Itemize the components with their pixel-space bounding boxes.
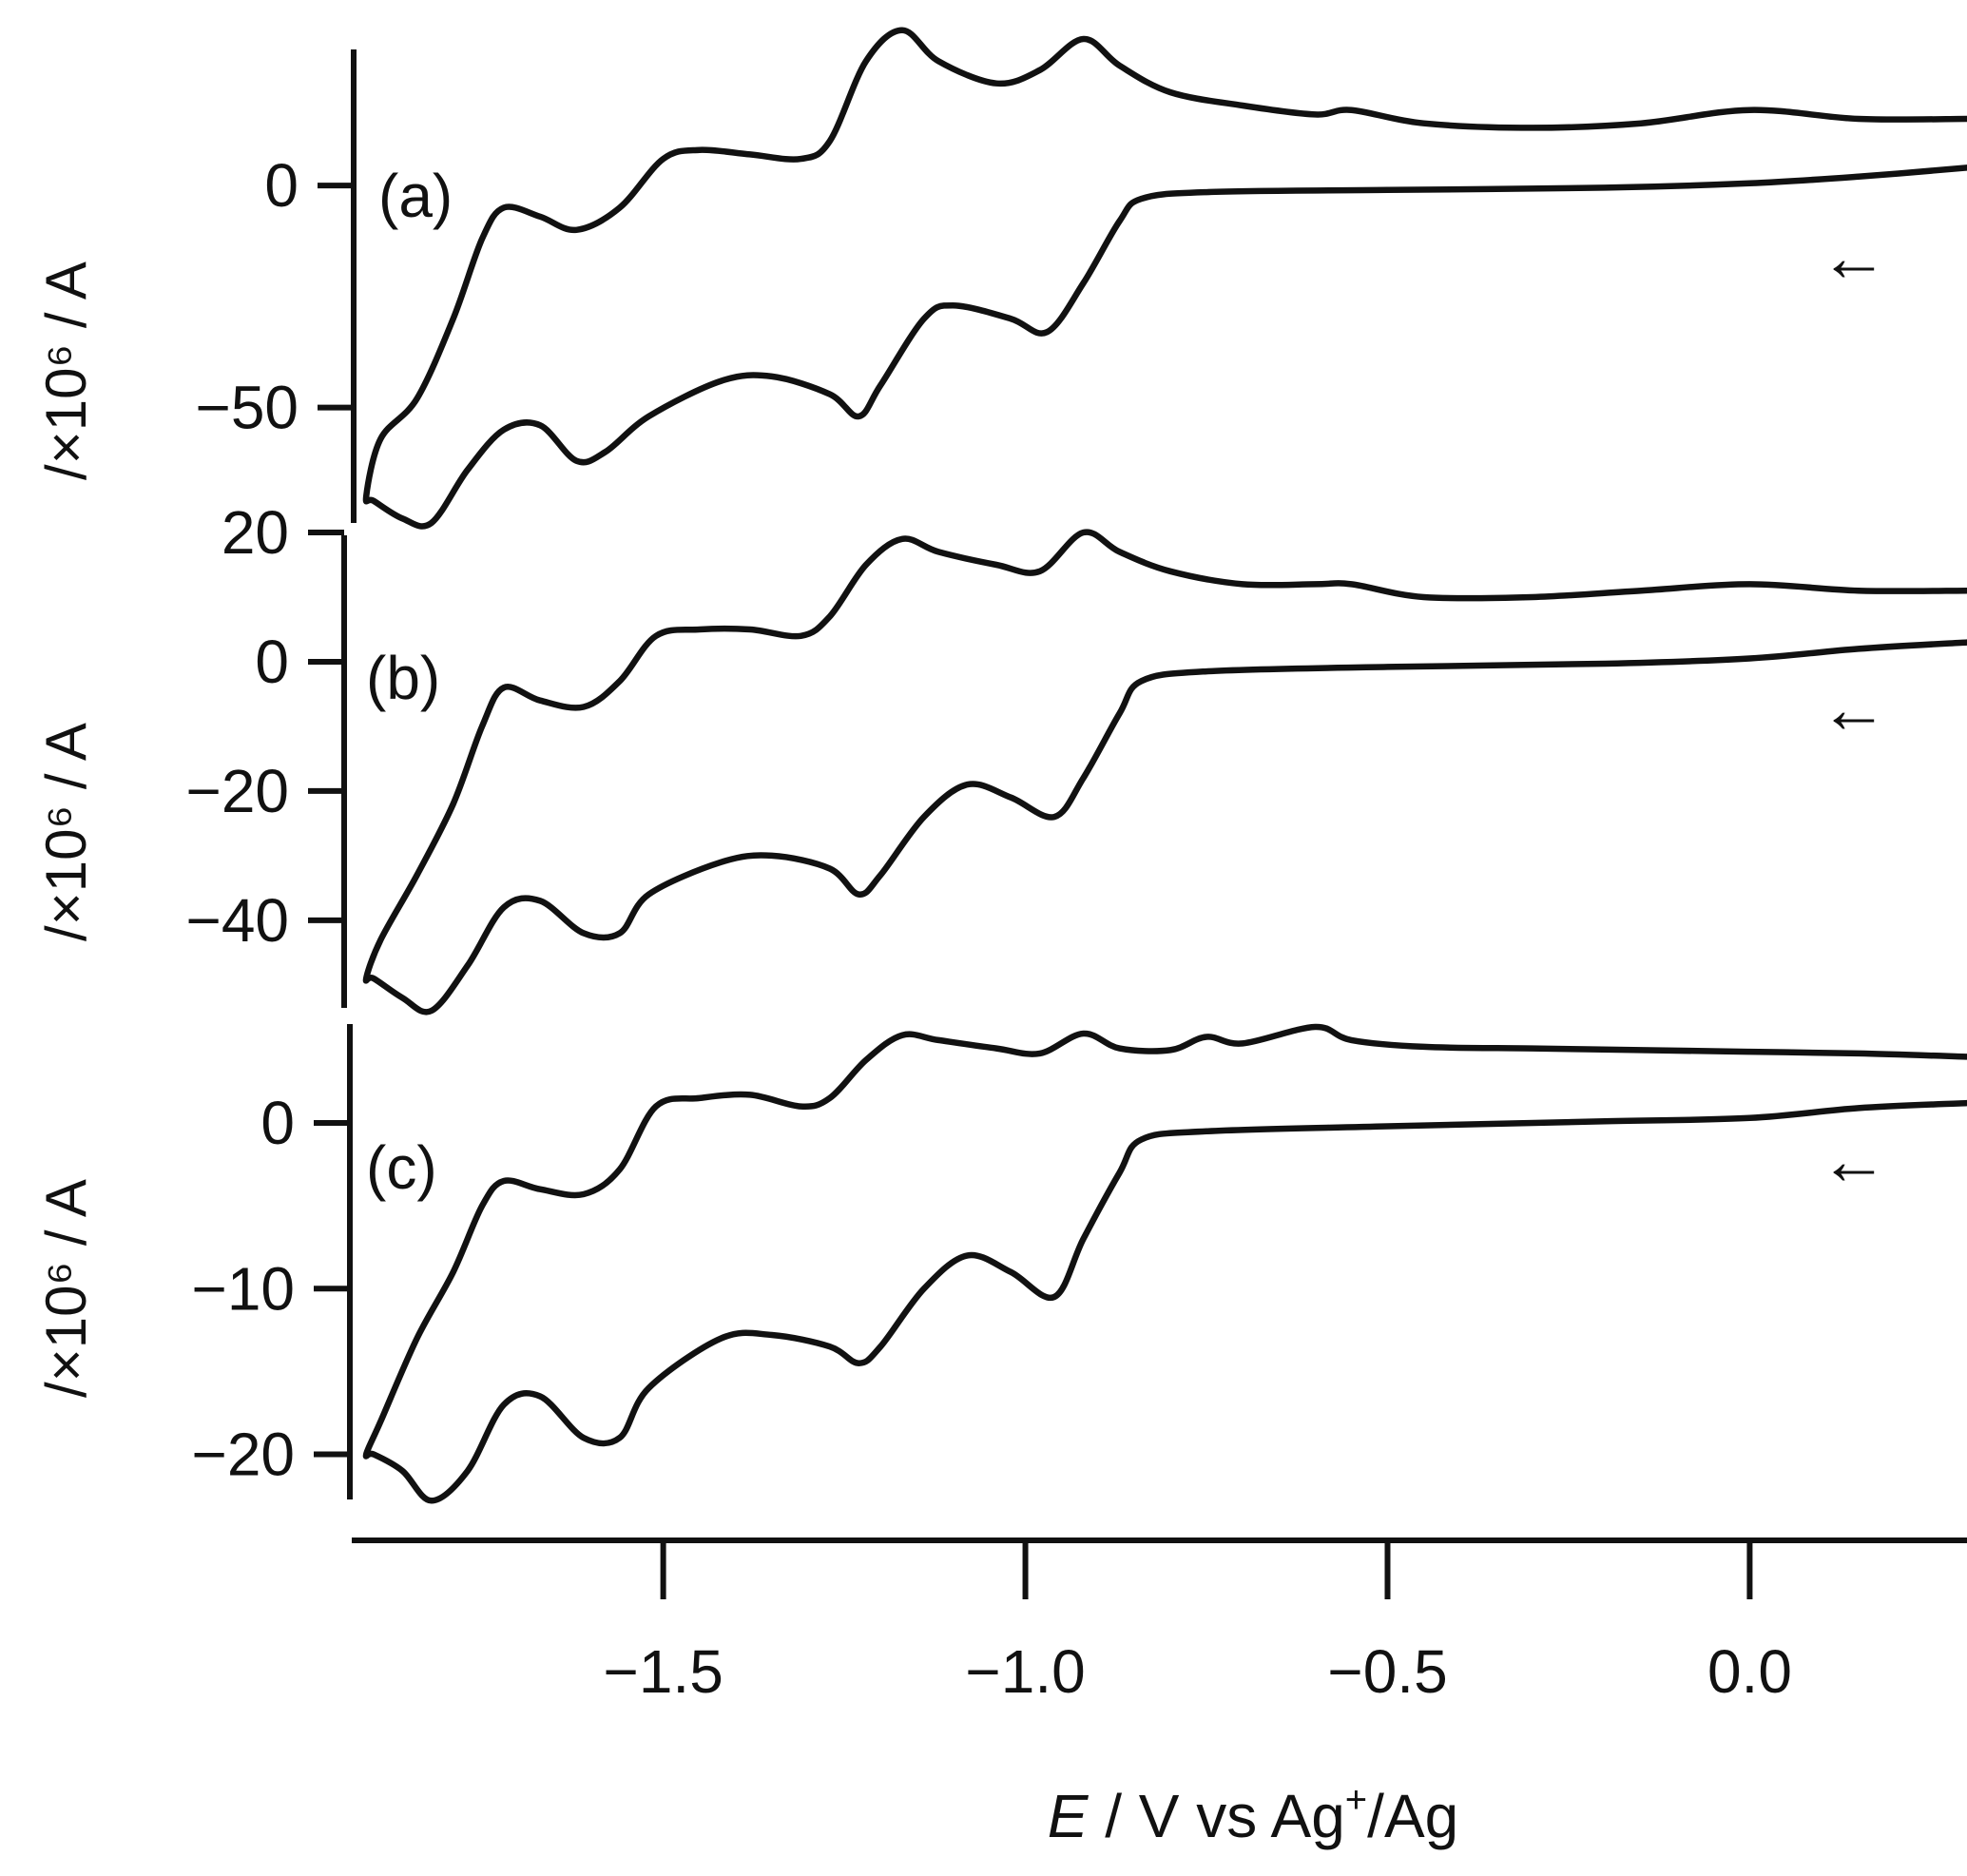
y-tick-label-a: 0 (264, 151, 299, 220)
panel-label-b: (b) (366, 644, 440, 712)
y-tick-label-c: −20 (191, 1420, 295, 1488)
x-tick-label: 0.0 (1707, 1637, 1792, 1706)
x-axis-title-end: /Ag (1367, 1782, 1458, 1850)
y-tick-label-b: −40 (185, 886, 289, 955)
y-tick-label-b: 0 (255, 628, 289, 696)
cv-trace-a (362, 27, 1967, 530)
x-axis-title: E / V vs Ag+/Ag (1048, 1779, 1458, 1850)
x-tick-label: −1.0 (965, 1637, 1085, 1706)
x-axis-title-rest: / V vs Ag (1088, 1782, 1344, 1850)
panel-a: 0 −50 (a) /×10⁶ / A ← (34, 27, 1967, 530)
x-axis-title-italic: E (1048, 1782, 1090, 1850)
x-tick-label: −0.5 (1327, 1637, 1447, 1706)
y-axis-label-a: /×10⁶ / A (34, 261, 98, 480)
panel-b: 20 0 −20 −40 (b) /×10⁶ / A ← (34, 498, 1967, 1015)
cv-trace-b (362, 529, 1967, 1015)
x-axis: −1.5 −1.0 −0.5 0.0 E / V vs Ag+/Ag (352, 1538, 1967, 1850)
y-tick-label-b: −20 (185, 757, 289, 825)
scan-direction-arrow-c: ← (1820, 1123, 1888, 1199)
panel-label-a: (a) (378, 162, 453, 230)
x-tick-label: −1.5 (603, 1637, 723, 1706)
scan-direction-arrow-b: ← (1820, 671, 1888, 747)
y-axis-label-b: /×10⁶ / A (34, 723, 98, 941)
x-ticks: −1.5 −1.0 −0.5 0.0 (603, 1540, 1792, 1706)
y-axis-label-c: /×10⁶ / A (34, 1179, 98, 1398)
x-axis-title-sup: + (1345, 1779, 1367, 1821)
y-tick-label-a: −50 (195, 374, 299, 442)
panels-layer: 0−50(a)/×10⁶ / A←200−20−40(b)/×10⁶ / A←0… (34, 27, 1967, 1504)
panel-c: 0 −10 −20 (c) /×10⁶ / A ← (34, 1023, 1967, 1504)
scan-direction-arrow-a: ← (1820, 220, 1888, 296)
y-tick-label-c: 0 (260, 1089, 295, 1157)
cv-trace-c (362, 1023, 1967, 1504)
panel-label-c: (c) (366, 1133, 437, 1202)
y-tick-label-b: 20 (222, 498, 289, 567)
y-tick-label-c: −10 (191, 1254, 295, 1323)
